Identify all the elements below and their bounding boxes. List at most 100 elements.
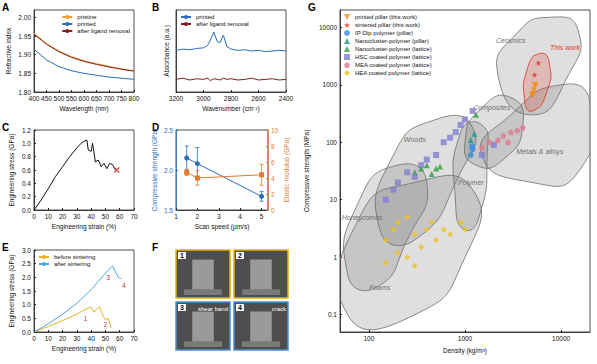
svg-text:1000: 1000 (458, 335, 473, 342)
svg-text:800: 800 (129, 95, 140, 102)
svg-text:10000: 10000 (319, 24, 337, 31)
svg-text:B: B (152, 2, 159, 13)
svg-text:printed: printed (77, 21, 95, 27)
svg-text:1.0: 1.0 (22, 140, 31, 147)
svg-text:1000: 1000 (323, 81, 338, 88)
svg-text:1: 1 (174, 213, 178, 220)
svg-text:10: 10 (330, 196, 338, 203)
svg-text:2.00: 2.00 (18, 14, 31, 21)
svg-text:100: 100 (326, 139, 337, 146)
svg-text:3: 3 (217, 213, 221, 220)
svg-text:1.0: 1.0 (22, 301, 31, 308)
svg-text:3200: 3200 (169, 95, 184, 102)
svg-text:MEA coated polymer (lattice): MEA coated polymer (lattice) (355, 62, 432, 68)
svg-text:10000: 10000 (552, 335, 570, 342)
svg-text:Nanocluster-polymer (lattice): Nanocluster-polymer (lattice) (355, 46, 432, 52)
svg-text:1: 1 (180, 252, 184, 259)
svg-text:pristine: pristine (77, 14, 97, 20)
svg-text:shear band: shear band (198, 306, 228, 312)
svg-text:2400: 2400 (279, 95, 294, 102)
svg-text:70: 70 (130, 213, 138, 220)
svg-text:0.6: 0.6 (22, 167, 31, 174)
svg-text:1.85: 1.85 (18, 70, 31, 77)
svg-text:600: 600 (79, 95, 90, 102)
svg-text:30: 30 (73, 213, 81, 220)
svg-text:400: 400 (29, 95, 40, 102)
svg-text:Wavelength (nm): Wavelength (nm) (59, 105, 108, 113)
svg-text:3: 3 (106, 274, 110, 281)
svg-text:after ligand removal: after ligand removal (196, 21, 249, 27)
svg-text:Engineering stress (GPa): Engineering stress (GPa) (8, 255, 16, 328)
svg-text:printed: printed (196, 14, 214, 20)
svg-text:Composites: Composites (473, 104, 510, 112)
svg-text:Scan speed (μm/s): Scan speed (μm/s) (195, 223, 250, 231)
svg-text:40: 40 (88, 213, 96, 220)
svg-text:Refractive index: Refractive index (5, 27, 12, 74)
svg-text:Density (kg/m³): Density (kg/m³) (443, 347, 487, 355)
svg-text:1.5: 1.5 (22, 288, 31, 295)
svg-text:70: 70 (130, 335, 138, 342)
svg-text:crack: crack (272, 306, 287, 312)
svg-text:50: 50 (102, 335, 110, 342)
svg-text:0: 0 (271, 207, 275, 214)
svg-text:IP-Dip polymer (pillar): IP-Dip polymer (pillar) (355, 30, 413, 36)
svg-text:printed pillar (this work): printed pillar (this work) (355, 14, 417, 20)
svg-text:after sintering: after sintering (54, 261, 90, 267)
svg-text:30: 30 (73, 335, 81, 342)
svg-text:Woods: Woods (404, 136, 426, 143)
svg-text:3000: 3000 (196, 95, 211, 102)
svg-text:60: 60 (116, 213, 124, 220)
svg-text:Foams: Foams (369, 284, 391, 291)
svg-text:Elastic modulus (GPa): Elastic modulus (GPa) (283, 138, 291, 203)
svg-text:0.8: 0.8 (22, 153, 31, 160)
svg-text:20: 20 (59, 213, 67, 220)
svg-text:1: 1 (333, 254, 337, 261)
svg-text:E: E (2, 242, 9, 253)
svg-text:2.0: 2.0 (164, 167, 173, 174)
svg-text:Compressive strength (MPa): Compressive strength (MPa) (303, 130, 311, 213)
svg-text:3: 3 (180, 304, 184, 311)
svg-text:60: 60 (116, 335, 124, 342)
svg-text:Nanocluster-polymer (pillar): Nanocluster-polymer (pillar) (355, 38, 429, 44)
svg-text:5: 5 (260, 213, 264, 220)
svg-text:2: 2 (103, 321, 107, 328)
svg-text:40: 40 (88, 335, 96, 342)
svg-text:G: G (308, 2, 316, 13)
svg-text:4: 4 (238, 213, 242, 220)
svg-text:100: 100 (363, 335, 374, 342)
svg-text:0.0: 0.0 (22, 329, 31, 336)
svg-text:500: 500 (54, 95, 65, 102)
svg-text:4: 4 (271, 175, 275, 182)
svg-text:Compressive strength (GPa): Compressive strength (GPa) (151, 129, 159, 211)
svg-text:1.95: 1.95 (18, 33, 31, 40)
svg-text:Ceramics: Ceramics (496, 37, 526, 44)
svg-text:2: 2 (271, 191, 275, 198)
svg-text:2600: 2600 (251, 95, 266, 102)
svg-text:A: A (2, 2, 9, 13)
svg-text:10: 10 (271, 127, 279, 134)
svg-text:0.0: 0.0 (22, 207, 31, 214)
svg-text:4: 4 (238, 304, 242, 311)
svg-text:Wavenumber (cm⁻¹): Wavenumber (cm⁻¹) (202, 105, 259, 113)
svg-text:1: 1 (83, 315, 87, 322)
svg-text:0.5: 0.5 (22, 315, 31, 322)
svg-text:550: 550 (66, 95, 77, 102)
svg-text:before sintering: before sintering (54, 254, 95, 260)
svg-text:0: 0 (32, 213, 36, 220)
svg-text:450: 450 (41, 95, 52, 102)
svg-text:1.2: 1.2 (22, 127, 31, 134)
svg-text:HSC coated polymer (lattice): HSC coated polymer (lattice) (355, 54, 432, 60)
svg-text:Metals & alloys: Metals & alloys (516, 148, 564, 156)
svg-text:20: 20 (59, 335, 67, 342)
svg-text:2.5: 2.5 (22, 260, 31, 267)
svg-text:1.5: 1.5 (164, 207, 173, 214)
svg-text:3.0: 3.0 (22, 247, 31, 254)
svg-text:HEA coated polymer (lattice): HEA coated polymer (lattice) (355, 70, 431, 76)
svg-text:8: 8 (271, 143, 275, 150)
svg-text:650: 650 (91, 95, 102, 102)
svg-text:6: 6 (271, 159, 275, 166)
svg-text:Engineering stress (GPa): Engineering stress (GPa) (8, 134, 16, 207)
svg-text:Absorbance (a.u.): Absorbance (a.u.) (163, 25, 171, 77)
svg-text:Engineering strain (%): Engineering strain (%) (52, 223, 116, 231)
svg-text:1.90: 1.90 (18, 51, 31, 58)
